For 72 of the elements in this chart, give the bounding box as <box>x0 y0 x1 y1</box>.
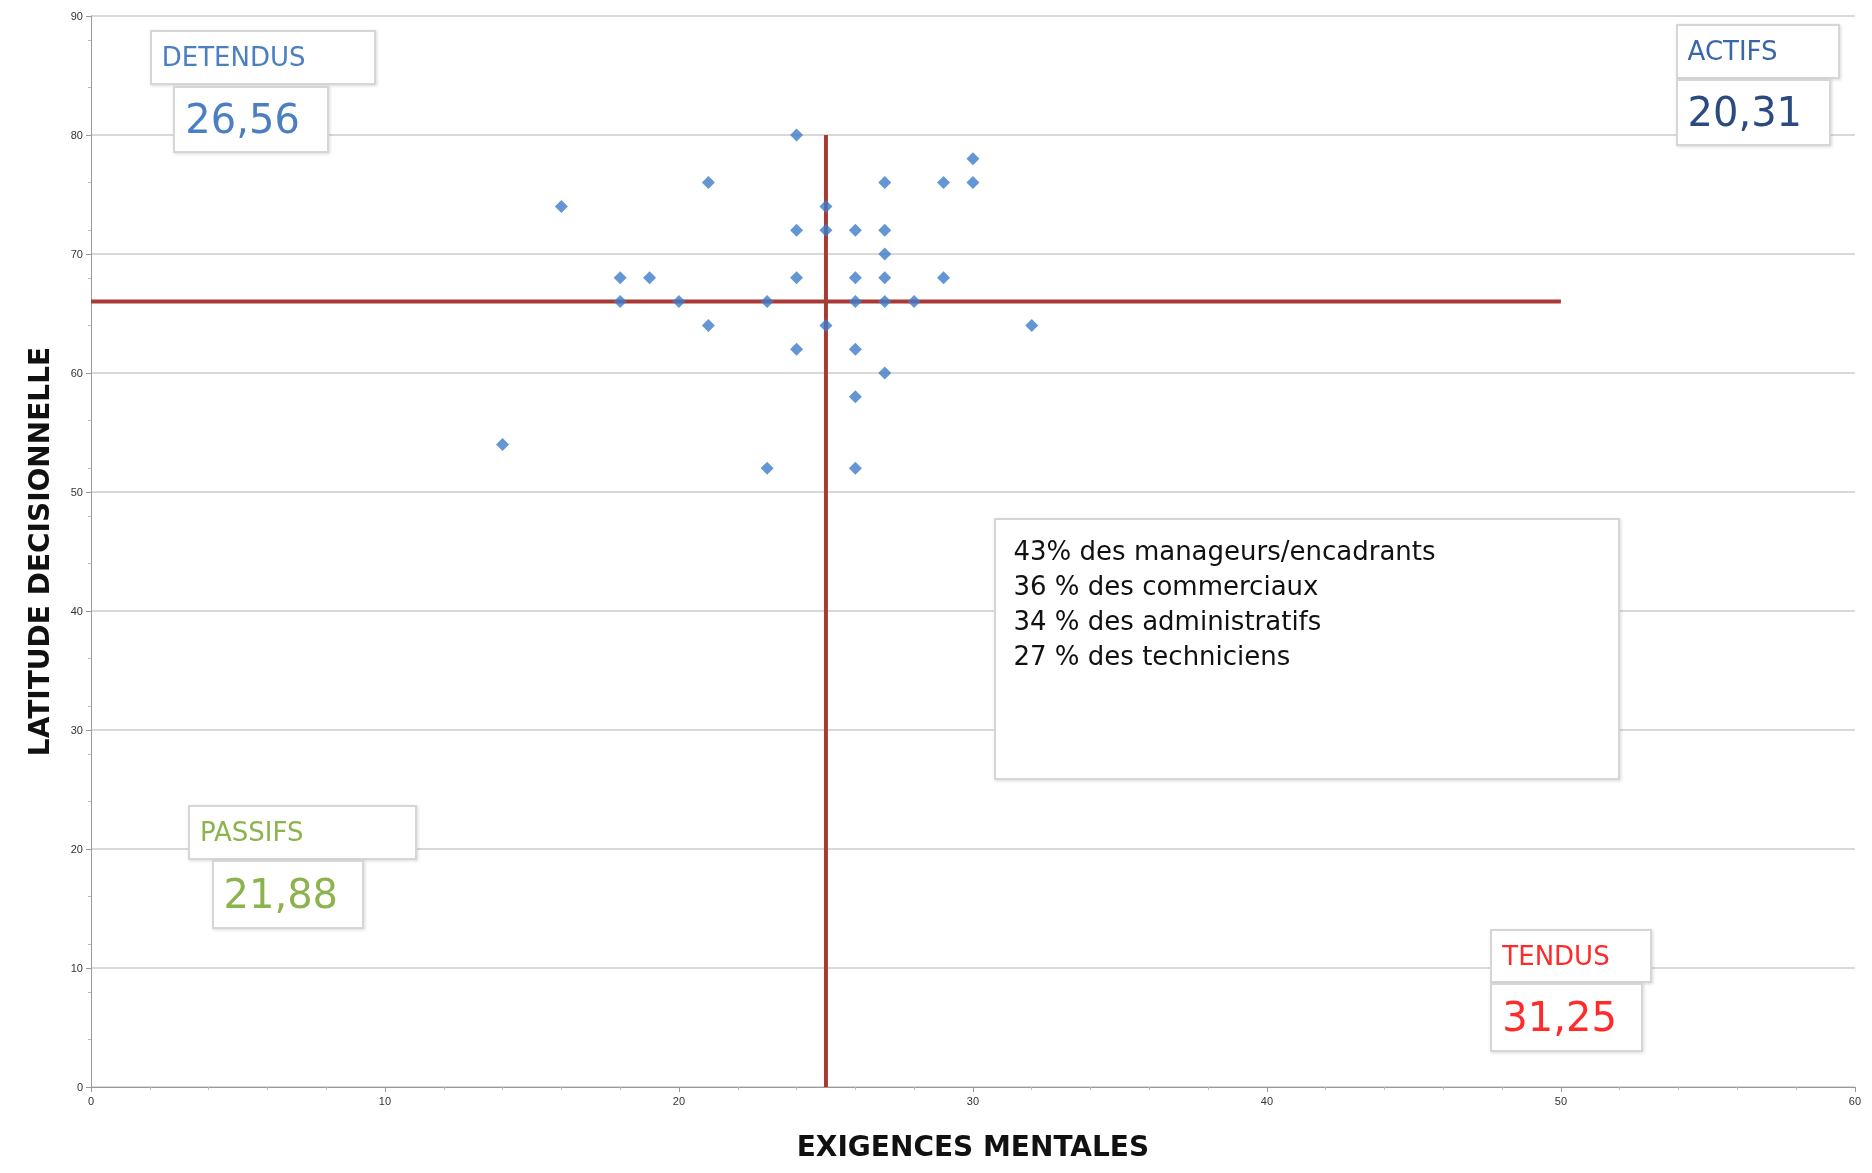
point <box>613 295 627 309</box>
point <box>878 176 892 190</box>
x-tick-label: 10 <box>378 1094 392 1107</box>
x-axis-title: EXIGENCES MENTALES <box>796 1129 1150 1163</box>
annotation: 43% des manageurs/encadrants 36 % des commerciaux 34 % des administratifs 27 % des techniciens <box>1013 535 1437 674</box>
annotation: 21,88 <box>223 869 340 919</box>
point <box>878 295 892 309</box>
point <box>554 199 568 213</box>
point <box>848 271 862 285</box>
point <box>790 128 804 142</box>
y-tick-label: 70 <box>70 248 83 260</box>
annotation: 20,31 <box>1687 88 1804 138</box>
x-tick-label: 0 <box>87 1094 95 1107</box>
text-box: TENDUS <box>1490 928 1653 984</box>
y-tick-label: 20 <box>70 843 83 855</box>
point <box>966 176 980 190</box>
point <box>819 199 833 213</box>
point <box>819 223 833 237</box>
text-box: 31,25 <box>1490 983 1644 1053</box>
text-box: 43% des manageurs/encadrants 36 % des commerciaux 34 % des administratifs 27 % des techniciens <box>993 518 1620 780</box>
point <box>848 223 862 237</box>
point <box>790 223 804 237</box>
x-tick-label: 60 <box>1848 1094 1862 1107</box>
point <box>848 342 862 356</box>
point <box>496 437 510 451</box>
y-tick-label: 50 <box>70 486 83 498</box>
point <box>790 342 804 356</box>
point <box>937 271 951 285</box>
point <box>848 295 862 309</box>
text-box: 26,56 <box>173 86 330 153</box>
text-box: PASSIFS <box>188 804 418 860</box>
point <box>790 271 804 285</box>
y-tick-label: 30 <box>70 724 83 736</box>
point <box>819 318 833 332</box>
point <box>1025 318 1039 332</box>
text-box: DETENDUS <box>149 30 377 85</box>
annotation: TENDUS <box>1502 939 1611 973</box>
point <box>878 247 892 261</box>
point <box>760 295 774 309</box>
annotation: DETENDUS <box>161 41 307 75</box>
y-axis-title: LATITUDE DECISIONNELLE <box>22 346 56 757</box>
point <box>907 295 921 309</box>
point <box>878 271 892 285</box>
point <box>701 318 715 332</box>
y-tick-label: 60 <box>70 367 83 379</box>
annotation: 26,56 <box>185 95 301 145</box>
point <box>937 176 951 190</box>
point <box>966 152 980 166</box>
point <box>701 176 715 190</box>
x-tick-label: 20 <box>672 1094 686 1107</box>
x-tick-label: 40 <box>1260 1094 1274 1107</box>
point <box>643 271 657 285</box>
text-box: 21,88 <box>211 859 365 929</box>
annotation: 31,25 <box>1502 993 1618 1043</box>
point <box>848 461 862 475</box>
x-tick-label: 30 <box>966 1094 980 1107</box>
text-box: 20,31 <box>1675 79 1832 146</box>
y-tick-label: 40 <box>70 605 83 617</box>
annotation: PASSIFS <box>200 815 305 849</box>
point <box>760 461 774 475</box>
y-tick-label: 90 <box>70 10 83 22</box>
x-tick-label: 50 <box>1554 1094 1568 1107</box>
point <box>878 223 892 237</box>
text-box: ACTIFS <box>1675 24 1841 80</box>
point <box>878 366 892 380</box>
annotation: ACTIFS <box>1687 35 1779 69</box>
y-tick-label: 10 <box>70 962 83 974</box>
y-tick-label: 0 <box>76 1081 83 1093</box>
point <box>613 271 627 285</box>
point <box>672 295 686 309</box>
y-tick-label: 80 <box>70 129 83 141</box>
point <box>848 390 862 404</box>
